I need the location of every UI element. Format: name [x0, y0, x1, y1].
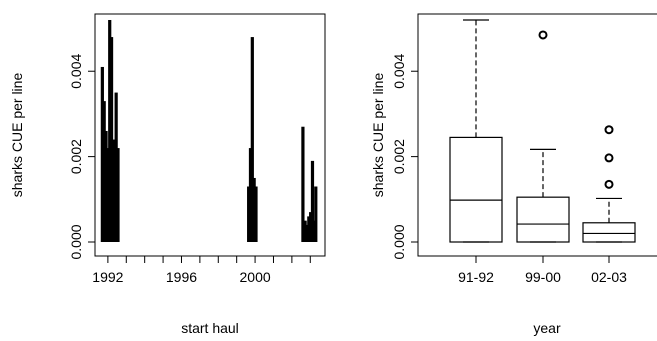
- right-plot-frame: [418, 14, 657, 256]
- right-y-tick-label-2: 0.004: [391, 54, 407, 89]
- left-x-tick-label-1992: 1992: [92, 269, 123, 285]
- left-y-tick-label-2: 0.004: [68, 54, 84, 89]
- outlier-02-03-2: [606, 126, 613, 133]
- iqr-box-91-92: [450, 137, 502, 242]
- left-bars: [101, 20, 318, 242]
- right-x-axis: 91-92 99-00 02-03: [458, 256, 627, 285]
- box-91-92: [450, 20, 502, 242]
- right-y-tick-label-0: 0.000: [391, 224, 407, 259]
- iqr-box-02-03: [583, 223, 635, 242]
- left-y-tick-label-1: 0.002: [68, 139, 84, 174]
- bar-6: [112, 140, 115, 242]
- bar-21: [314, 187, 317, 243]
- right-x-tick-label-91-92: 91-92: [458, 269, 494, 285]
- right-x-tick-label-02-03: 02-03: [591, 269, 627, 285]
- outlier-99-00-0: [540, 31, 547, 38]
- box-02-03: [583, 126, 635, 242]
- left-y-axis-label: sharks CUE per line: [9, 73, 25, 198]
- outlier-02-03-1: [606, 154, 613, 161]
- box-99-00: [517, 31, 569, 242]
- left-plot-frame: [95, 14, 325, 256]
- right-x-tick-label-99-00: 99-00: [525, 269, 561, 285]
- left-y-tick-label-0: 0.000: [68, 224, 84, 259]
- outlier-02-03-0: [606, 181, 613, 188]
- bar-8: [116, 148, 119, 242]
- right-panel: 91-92 99-00 02-03 0.000 0.002 0.004 year sha…: [370, 14, 657, 336]
- left-x-tick-label-2000: 2000: [240, 269, 271, 285]
- right-y-axis-label: sharks CUE per line: [370, 73, 386, 198]
- left-x-axis: 1992 1996 2000: [92, 256, 310, 285]
- left-y-axis: 0.000 0.002 0.004: [68, 54, 95, 260]
- right-boxes: [450, 20, 635, 242]
- right-y-axis: 0.000 0.002 0.004: [391, 54, 418, 260]
- bar-13: [254, 187, 257, 243]
- right-x-axis-label: year: [533, 320, 561, 336]
- left-x-axis-label: start haul: [181, 320, 239, 336]
- right-y-tick-label-1: 0.002: [391, 139, 407, 174]
- iqr-box-99-00: [517, 197, 569, 242]
- left-x-tick-label-1996: 1996: [166, 269, 197, 285]
